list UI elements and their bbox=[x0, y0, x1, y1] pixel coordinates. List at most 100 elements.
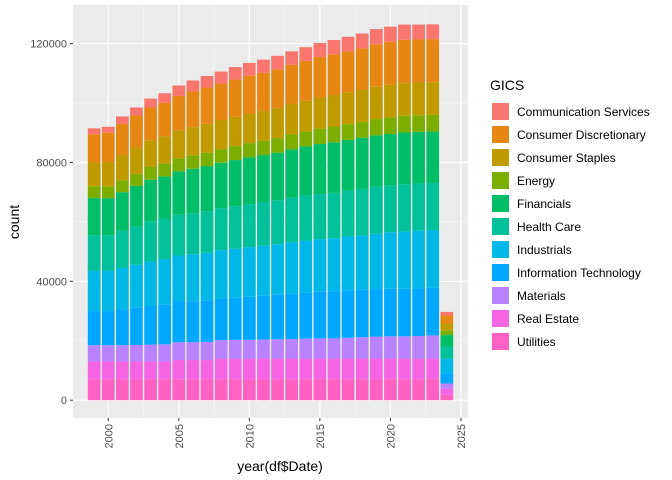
bar-segment bbox=[257, 245, 270, 296]
bar-segment bbox=[172, 214, 186, 256]
bar-segment bbox=[355, 379, 369, 401]
bar-segment bbox=[426, 182, 440, 230]
bar-segment bbox=[271, 379, 284, 401]
legend-key-swatch bbox=[492, 103, 509, 120]
bar-segment bbox=[144, 179, 157, 222]
x-axis-title: year(df$Date) bbox=[237, 458, 323, 474]
bar-segment bbox=[384, 41, 397, 85]
legend-label: Consumer Discretionary bbox=[517, 127, 646, 142]
bar-segment bbox=[242, 339, 256, 359]
x-tick-label: 2025 bbox=[456, 424, 468, 448]
legend-label: Health Care bbox=[517, 219, 582, 234]
legend-key-swatch bbox=[492, 310, 509, 327]
bar-segment bbox=[285, 51, 299, 65]
legend-item: Health Care bbox=[488, 215, 668, 238]
bar-segment bbox=[327, 54, 341, 96]
bar-segment bbox=[130, 379, 143, 401]
bar-segment bbox=[242, 296, 256, 340]
legend-label: Energy bbox=[517, 173, 556, 188]
bar-segment bbox=[440, 394, 454, 401]
legend-item: Energy bbox=[488, 169, 668, 192]
bar-segment bbox=[412, 39, 425, 83]
bar-segment bbox=[369, 86, 383, 120]
bar-segment bbox=[186, 254, 200, 302]
bar-segment bbox=[116, 379, 129, 401]
bar-segment bbox=[341, 337, 355, 359]
bar-segment bbox=[172, 158, 186, 172]
bar-segment bbox=[299, 338, 313, 359]
bar-segment bbox=[214, 149, 228, 163]
bar-segment bbox=[327, 291, 341, 339]
bar-segment bbox=[130, 361, 143, 380]
bar-segment bbox=[426, 335, 440, 359]
bar-segment bbox=[101, 311, 115, 346]
bar-segment bbox=[355, 33, 369, 49]
bar-segment bbox=[412, 230, 425, 289]
bar-segment bbox=[412, 183, 425, 231]
bar-segment bbox=[355, 122, 369, 138]
bar-segment bbox=[172, 171, 186, 215]
bar-segment bbox=[341, 290, 355, 338]
bar-segment bbox=[158, 304, 172, 345]
legend-key-swatch bbox=[492, 172, 509, 189]
bar-segment bbox=[228, 339, 242, 359]
bar-segment bbox=[172, 95, 186, 131]
bar-segment bbox=[101, 198, 115, 236]
legend-item: Materials bbox=[488, 284, 668, 307]
bar-segment bbox=[144, 98, 157, 108]
legend-label: Information Technology bbox=[517, 265, 641, 280]
bar-segment bbox=[116, 123, 129, 156]
bar-segment bbox=[341, 51, 355, 93]
bar-segment bbox=[172, 85, 186, 96]
bar-segment bbox=[200, 341, 214, 361]
bar-segment bbox=[172, 379, 186, 401]
bar-segment bbox=[186, 80, 200, 92]
bar-segment bbox=[228, 379, 242, 401]
bar-segment bbox=[285, 242, 299, 294]
y-tick-label: 0 bbox=[61, 395, 67, 407]
bar-segment bbox=[369, 29, 383, 45]
bar-segment bbox=[228, 248, 242, 298]
bar-segment bbox=[130, 147, 143, 174]
bar-segment bbox=[101, 361, 115, 380]
bar-segment bbox=[384, 379, 397, 401]
bar-segment bbox=[242, 75, 256, 114]
bar-segment bbox=[313, 358, 327, 380]
bar-segment bbox=[369, 379, 383, 401]
x-tick-label: 2005 bbox=[174, 424, 186, 448]
bar-segment bbox=[101, 379, 115, 401]
bar-segment bbox=[412, 82, 425, 116]
bar-segment bbox=[242, 143, 256, 158]
bar-segment bbox=[242, 62, 256, 76]
bar-segment bbox=[369, 135, 383, 187]
bar-segment bbox=[285, 379, 299, 401]
legend-item: Industrials bbox=[488, 238, 668, 261]
bar-segment bbox=[228, 67, 242, 80]
bar-segment bbox=[214, 340, 228, 359]
bar-segment bbox=[426, 287, 440, 336]
bar-segment bbox=[426, 114, 440, 132]
bar-segment bbox=[426, 229, 440, 288]
bar-segment bbox=[398, 184, 411, 232]
bar-segment bbox=[327, 358, 341, 380]
legend-key-swatch bbox=[492, 264, 509, 281]
legend-item: Consumer Staples bbox=[488, 146, 668, 169]
bar-segment bbox=[271, 244, 284, 295]
bar-segment bbox=[341, 92, 355, 125]
y-tick-label: 40000 bbox=[36, 276, 67, 288]
bar-segment bbox=[158, 259, 172, 305]
y-tick-label: 120000 bbox=[30, 39, 67, 51]
legend-label: Communication Services bbox=[517, 104, 650, 119]
bar-segment bbox=[242, 157, 256, 205]
bar-segment bbox=[271, 69, 284, 108]
bar-segment bbox=[426, 131, 440, 183]
bar-segment bbox=[355, 358, 369, 380]
bar-segment bbox=[398, 83, 411, 116]
bar-segment bbox=[186, 379, 200, 401]
bar-segment bbox=[299, 240, 313, 293]
bar-segment bbox=[87, 345, 101, 362]
bar-segment bbox=[384, 288, 397, 337]
bar-segment bbox=[299, 195, 313, 241]
bar-segment bbox=[144, 261, 157, 306]
